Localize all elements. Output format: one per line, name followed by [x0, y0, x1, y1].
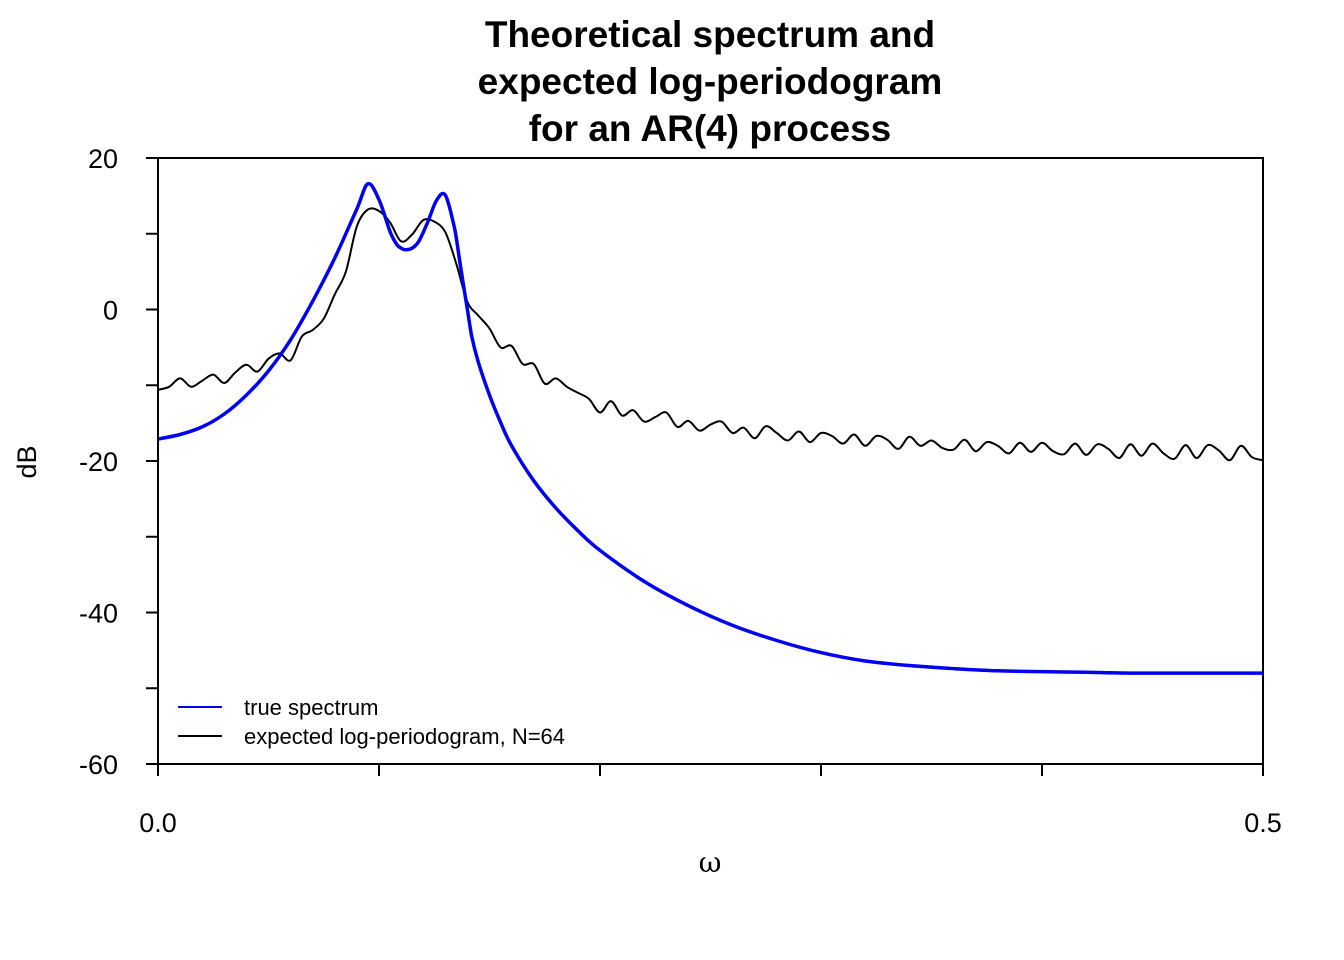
legend: true spectrum expected log-periodogram, N… [178, 695, 565, 749]
y-tick-label: -60 [79, 750, 118, 780]
legend-label: expected log-periodogram, N=64 [244, 724, 565, 749]
x-axis-label: ω [699, 846, 722, 879]
series-line-expected-log-periodogram [157, 207, 1264, 462]
title-line: expected log-periodogram [478, 61, 943, 102]
series-line-true-spectrum [157, 181, 1263, 675]
series-group [157, 181, 1264, 675]
x-tick-label: 0.0 [139, 808, 177, 838]
x-tick-label: 0.5 [1244, 808, 1282, 838]
y-tick-label: 20 [88, 144, 118, 174]
title-line: for an AR(4) process [529, 108, 892, 149]
y-tick-label: -20 [79, 447, 118, 477]
y-axis: -60 -40 -20 0 20 [79, 144, 159, 780]
y-axis-label: dB [12, 445, 42, 478]
chart-title: Theoretical spectrum and expected log-per… [478, 14, 943, 149]
legend-label: true spectrum [244, 695, 379, 720]
y-tick-label: 0 [103, 296, 118, 326]
x-axis: 0.0 0.5 [139, 763, 1282, 838]
y-tick-label: -40 [79, 599, 118, 629]
title-line: Theoretical spectrum and [485, 14, 935, 55]
